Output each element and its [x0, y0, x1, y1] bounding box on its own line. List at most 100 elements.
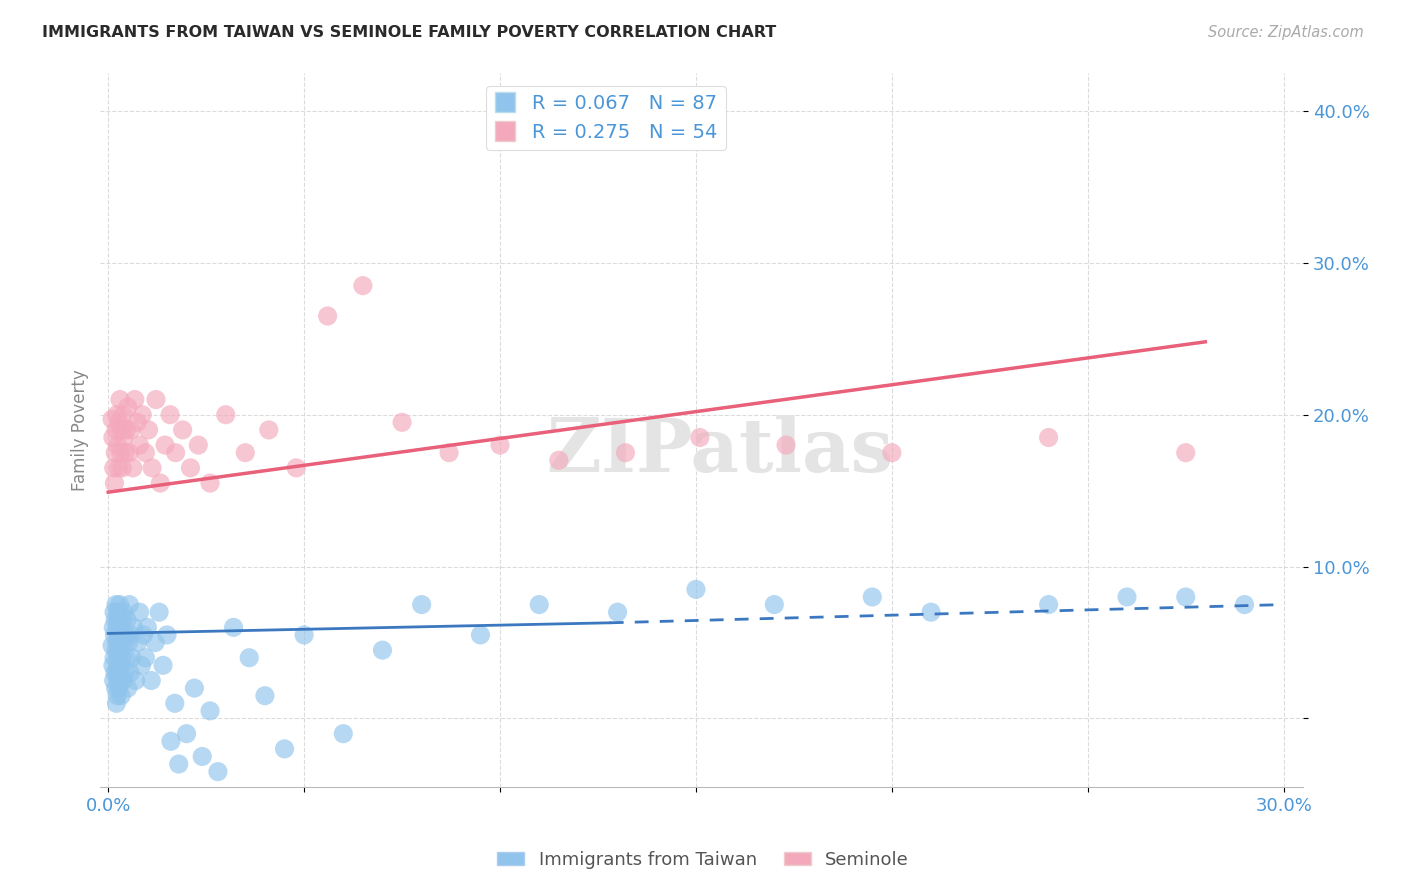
Point [114, 628, 136, 642]
Point [111, 650, 134, 665]
Point [117, 635, 139, 649]
Point [160, 734, 183, 748]
Point [122, 620, 145, 634]
Point [107, 613, 129, 627]
Point [121, 650, 143, 665]
Point [112, 408, 135, 422]
Point [120, 628, 142, 642]
Point [685, 582, 707, 597]
Point [101, 639, 124, 653]
Point [108, 598, 131, 612]
Point [111, 628, 134, 642]
Point [165, 446, 187, 460]
Point [107, 658, 129, 673]
Point [167, 757, 190, 772]
Point [153, 438, 176, 452]
Point [110, 658, 132, 673]
Point [105, 423, 128, 437]
Point [222, 620, 245, 634]
Point [103, 620, 125, 634]
Point [198, 704, 221, 718]
Point [470, 628, 492, 642]
Point [233, 446, 256, 460]
Point [332, 727, 354, 741]
Point [117, 681, 139, 695]
Point [124, 392, 146, 407]
Point [136, 620, 159, 634]
Point [371, 643, 394, 657]
Point [110, 689, 132, 703]
Point [114, 665, 136, 680]
Point [238, 650, 260, 665]
Point [141, 461, 163, 475]
Point [156, 628, 179, 642]
Point [105, 696, 128, 710]
Point [141, 673, 163, 688]
Point [108, 392, 131, 407]
Point [176, 727, 198, 741]
Point [110, 643, 132, 657]
Point [163, 696, 186, 710]
Point [103, 650, 125, 665]
Point [107, 605, 129, 619]
Point [273, 742, 295, 756]
Point [120, 665, 142, 680]
Point [1038, 430, 1060, 444]
Point [104, 613, 127, 627]
Point [101, 658, 124, 673]
Point [138, 423, 160, 437]
Point [143, 635, 166, 649]
Point [437, 446, 460, 460]
Point [118, 598, 141, 612]
Point [111, 461, 134, 475]
Point [117, 400, 139, 414]
Point [411, 598, 433, 612]
Point [1038, 598, 1060, 612]
Point [529, 598, 551, 612]
Point [547, 453, 569, 467]
Point [352, 278, 374, 293]
Point [105, 598, 128, 612]
Point [107, 628, 129, 642]
Point [127, 415, 149, 429]
Point [191, 749, 214, 764]
Point [115, 613, 138, 627]
Point [149, 476, 172, 491]
Point [103, 605, 125, 619]
Point [198, 476, 221, 491]
Point [103, 476, 125, 491]
Point [107, 650, 129, 665]
Point [108, 635, 131, 649]
Point [257, 423, 280, 437]
Point [689, 430, 711, 444]
Point [110, 620, 132, 634]
Point [292, 628, 315, 642]
Point [489, 438, 512, 452]
Point [285, 461, 308, 475]
Point [107, 461, 129, 475]
Point [112, 605, 135, 619]
Point [132, 628, 155, 642]
Legend: R = 0.067   N = 87, R = 0.275   N = 54: R = 0.067 N = 87, R = 0.275 N = 54 [485, 87, 725, 150]
Text: Source: ZipAtlas.com: Source: ZipAtlas.com [1208, 25, 1364, 40]
Point [391, 415, 413, 429]
Point [104, 681, 127, 695]
Point [104, 665, 127, 680]
Point [127, 635, 149, 649]
Point [115, 650, 138, 665]
Point [105, 665, 128, 680]
Point [179, 461, 201, 475]
Point [614, 446, 637, 460]
Point [128, 438, 150, 452]
Point [134, 446, 156, 460]
Y-axis label: Family Poverty: Family Poverty [72, 369, 89, 491]
Point [860, 590, 883, 604]
Point [152, 658, 174, 673]
Point [183, 681, 205, 695]
Point [187, 438, 209, 452]
Point [108, 665, 131, 680]
Point [134, 650, 156, 665]
Point [105, 643, 128, 657]
Point [215, 408, 238, 422]
Point [148, 605, 170, 619]
